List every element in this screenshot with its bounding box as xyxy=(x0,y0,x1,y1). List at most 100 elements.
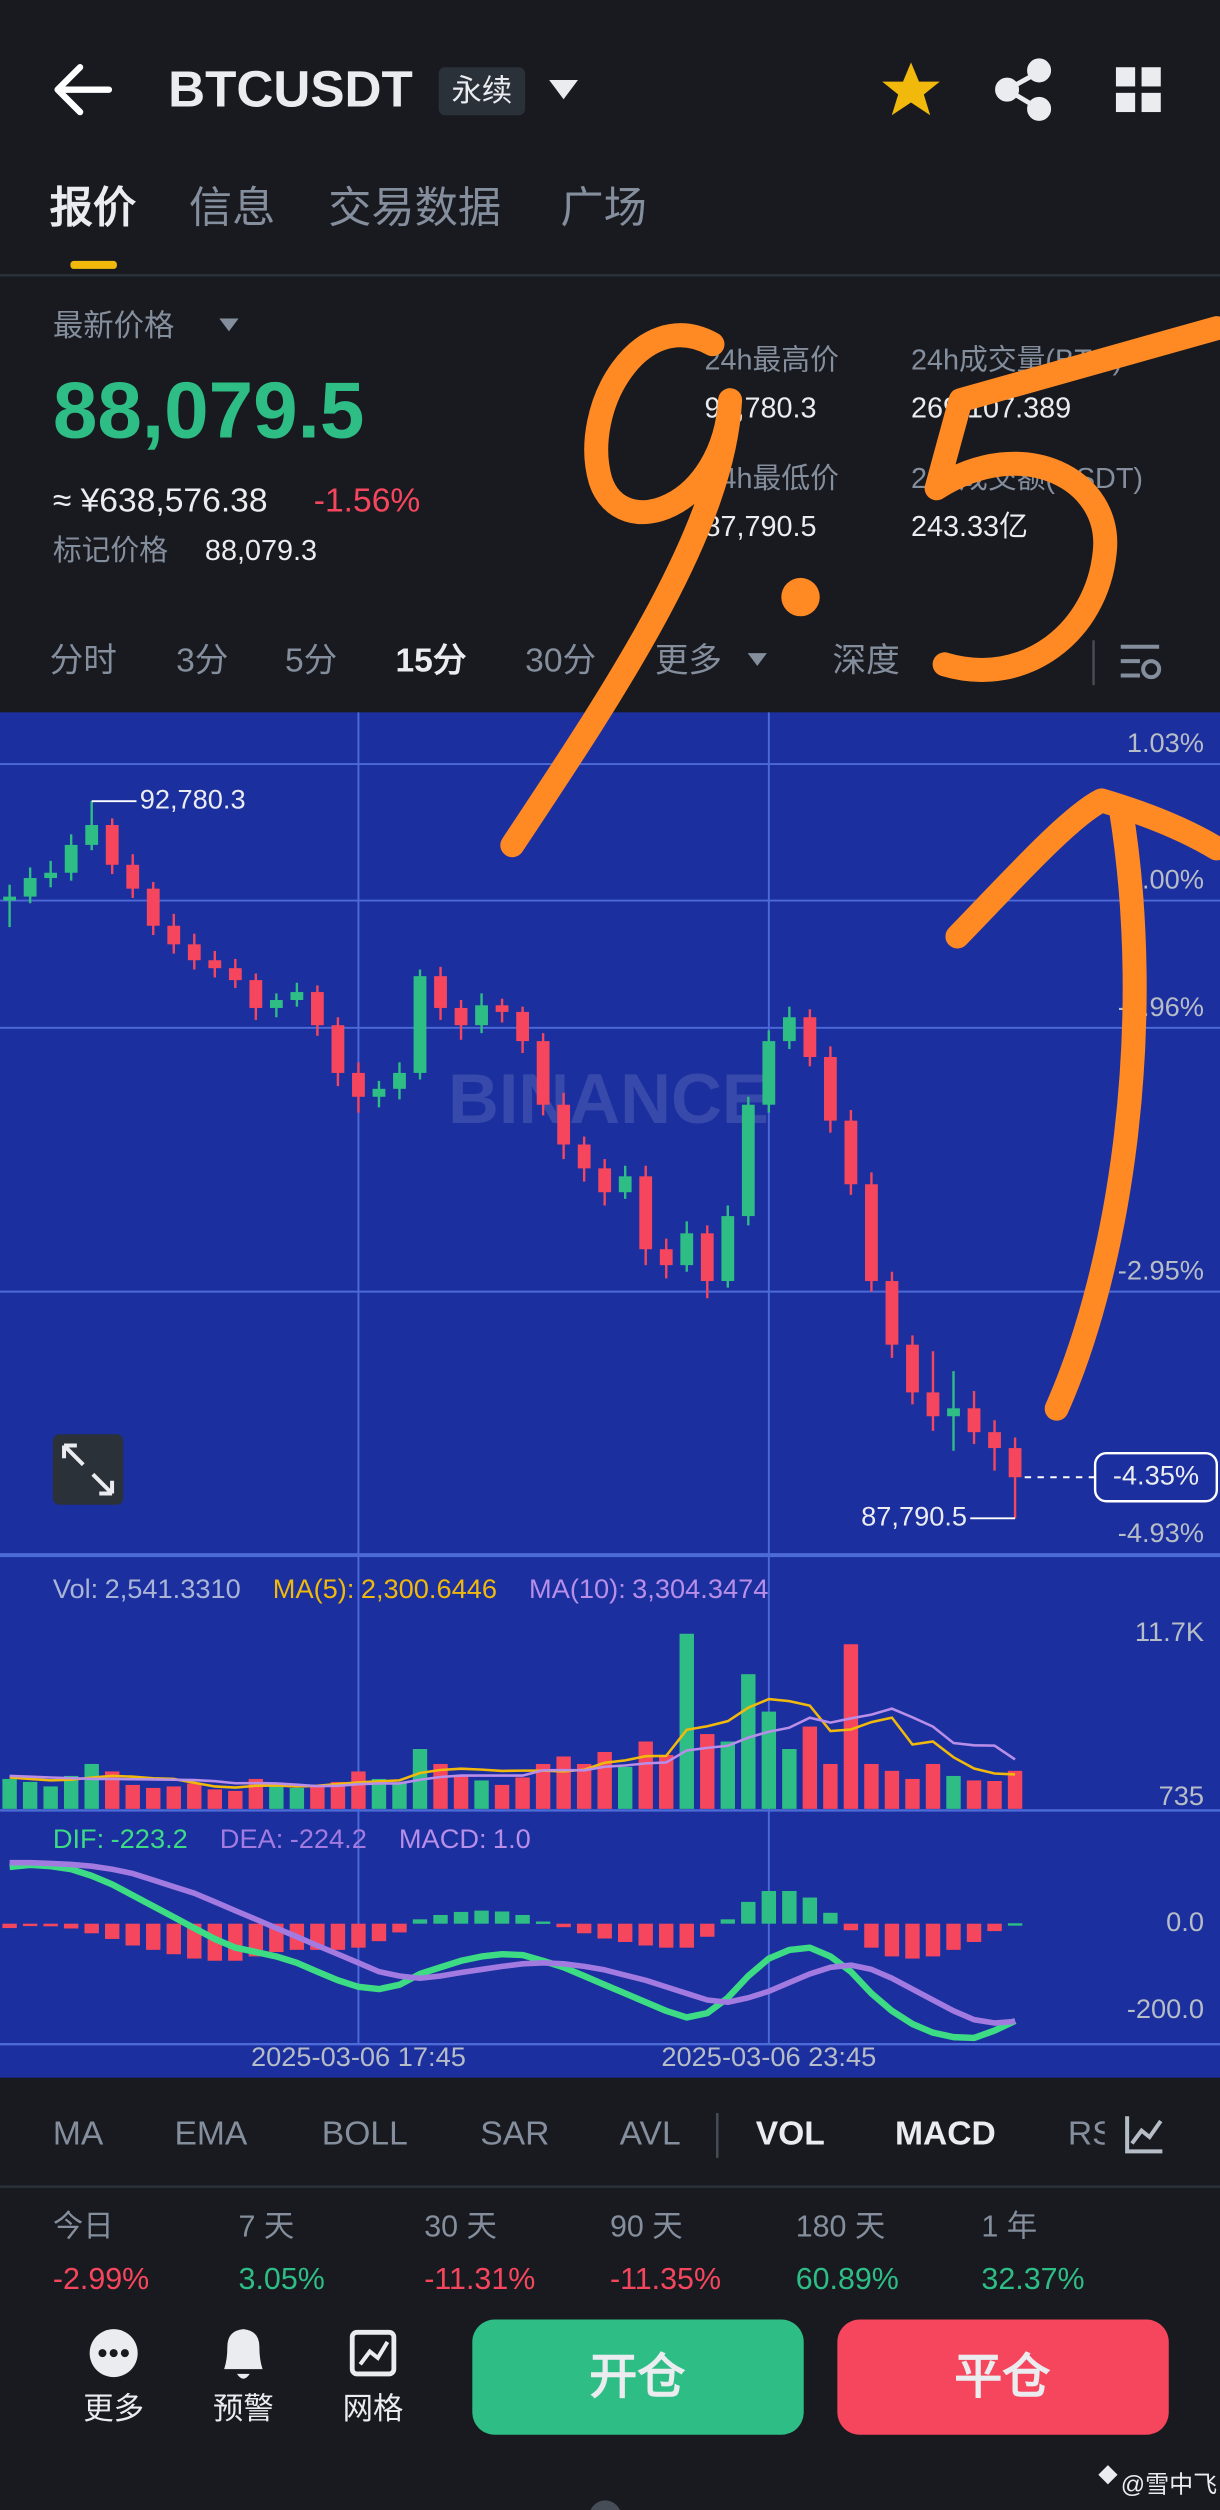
bottom-label[interactable]: 更多 xyxy=(83,2392,144,2426)
macd-bar xyxy=(884,1923,900,1957)
indicator-tab[interactable]: BOLL xyxy=(322,2115,408,2152)
macd-bar xyxy=(905,1923,920,1959)
legend-name: DEA: xyxy=(220,1823,284,1854)
volume-bar xyxy=(330,1781,346,1809)
volume-bar xyxy=(720,1741,735,1809)
legend-value: 1.0 xyxy=(493,1823,531,1854)
tab[interactable]: 信息 xyxy=(189,185,275,233)
interval[interactable]: 深度 xyxy=(833,642,900,680)
menu-grid-icon[interactable] xyxy=(1115,67,1161,113)
legend-name: MA(5): xyxy=(273,1573,355,1604)
candle-body xyxy=(762,1041,776,1105)
candle-body xyxy=(536,1041,550,1105)
indicator-tab[interactable]: AVL xyxy=(620,2115,681,2152)
volume-bar xyxy=(515,1777,530,1809)
close-label[interactable]: 平仓 xyxy=(954,2351,1051,2404)
volume-bar xyxy=(864,1763,879,1809)
indicator-tab[interactable]: MA xyxy=(53,2115,104,2152)
indicator-tab[interactable]: EMA xyxy=(175,2115,248,2152)
candle-body xyxy=(269,1000,283,1008)
bottom-label[interactable]: 预警 xyxy=(213,2392,274,2426)
fullscreen-button[interactable] xyxy=(52,1434,124,1505)
price-label: 最新价格 xyxy=(53,309,175,343)
fullscreen-icon xyxy=(62,1443,115,1496)
interval[interactable]: 分时 xyxy=(50,643,117,680)
symbol-dropdown[interactable] xyxy=(549,80,578,100)
mark-price: 88,079.3 xyxy=(205,535,317,567)
stat-value: 243.33亿 xyxy=(911,511,1028,543)
performance-value: 32.37% xyxy=(981,2262,1084,2296)
tab[interactable]: 广场 xyxy=(560,185,646,233)
volume-legend: Vol: 2,541.3310 MA(5): 2,300.6446 MA(10): 3,3… xyxy=(53,1573,769,1604)
watermark: BINANCE xyxy=(448,1059,769,1138)
macd-bar xyxy=(125,1923,140,1946)
candle-body xyxy=(782,1017,796,1042)
home-indicator xyxy=(590,2500,620,2510)
indicator-settings-icon[interactable] xyxy=(1125,2116,1163,2154)
favorite-star[interactable] xyxy=(882,62,940,116)
back-button[interactable] xyxy=(54,64,113,116)
interval[interactable]: 3分 xyxy=(176,643,228,680)
legend-name: MACD: xyxy=(399,1823,487,1854)
volume-bar xyxy=(884,1770,900,1809)
interval[interactable]: 30分 xyxy=(525,643,596,680)
credit: @雪中飞 xyxy=(1121,2471,1217,2498)
volume-bar xyxy=(905,1778,920,1809)
candle-body xyxy=(639,1176,653,1250)
volume-bar xyxy=(925,1763,941,1809)
mark-price-label: 标记价格 xyxy=(53,535,168,567)
volume-tick-label: 11.7K xyxy=(1135,1616,1204,1647)
bottom-label[interactable]: 网格 xyxy=(343,2392,404,2426)
performance-label: 90 天 xyxy=(610,2209,683,2243)
candle-body xyxy=(475,1005,488,1026)
y-tick-label: -2.95% xyxy=(1118,1255,1204,1286)
volume-bar xyxy=(207,1789,223,1809)
interval[interactable]: 5分 xyxy=(285,643,337,680)
chart-settings-icon[interactable] xyxy=(1120,644,1162,680)
volume-bar xyxy=(700,1734,715,1809)
indicator-tab[interactable]: VOL xyxy=(756,2115,825,2152)
macd-bar xyxy=(2,1923,17,1929)
candle-body xyxy=(495,1005,509,1012)
candle-body xyxy=(865,1184,878,1282)
volume-bar xyxy=(761,1711,777,1809)
macd-line xyxy=(9,1861,1017,2042)
badge: 永续 xyxy=(452,74,513,108)
indicator-tab[interactable]: SAR xyxy=(480,2115,549,2152)
y-tick-label: -4.93% xyxy=(1118,1517,1204,1548)
macd-bar xyxy=(741,1901,756,1924)
interval[interactable]: 更多 xyxy=(655,642,722,680)
tab[interactable]: 交易数据 xyxy=(328,185,501,233)
cny-price: ≈ ¥638,576.38 xyxy=(53,483,268,520)
open-label[interactable]: 开仓 xyxy=(589,2351,686,2404)
symbol[interactable]: BTCUSDT xyxy=(168,60,413,117)
volume-bar xyxy=(556,1756,571,1809)
macd-bar xyxy=(720,1919,735,1924)
share-icon[interactable] xyxy=(995,58,1052,121)
macd-bar xyxy=(433,1914,448,1924)
volume-bar xyxy=(22,1781,38,1809)
interval[interactable]: 15分 xyxy=(395,642,466,680)
legend-value: -224.2 xyxy=(290,1823,367,1854)
macd-bar xyxy=(576,1923,592,1934)
indicator-tab[interactable]: MACD xyxy=(895,2115,996,2152)
price-dropdown[interactable] xyxy=(219,318,239,332)
legend-value: 2,300.6446 xyxy=(361,1573,497,1604)
candle-body xyxy=(228,968,242,981)
performance-value: -11.35% xyxy=(610,2262,721,2296)
tab[interactable]: 报价 xyxy=(50,185,137,233)
candle-body xyxy=(906,1344,919,1393)
legend-value: 3,304.3474 xyxy=(632,1573,768,1604)
grid-icon[interactable] xyxy=(349,2329,397,2377)
close-button[interactable] xyxy=(837,2319,1169,2435)
macd-bar xyxy=(104,1923,120,1939)
open-button[interactable] xyxy=(472,2319,804,2435)
interval-dropdown[interactable] xyxy=(747,653,767,666)
alert-icon[interactable] xyxy=(224,2329,263,2379)
legend-name: Vol: xyxy=(53,1573,98,1604)
candle-body xyxy=(516,1011,529,1042)
performance-value: -2.99% xyxy=(53,2262,149,2296)
macd-bar xyxy=(761,1890,777,1924)
volume-bar xyxy=(1007,1770,1023,1809)
